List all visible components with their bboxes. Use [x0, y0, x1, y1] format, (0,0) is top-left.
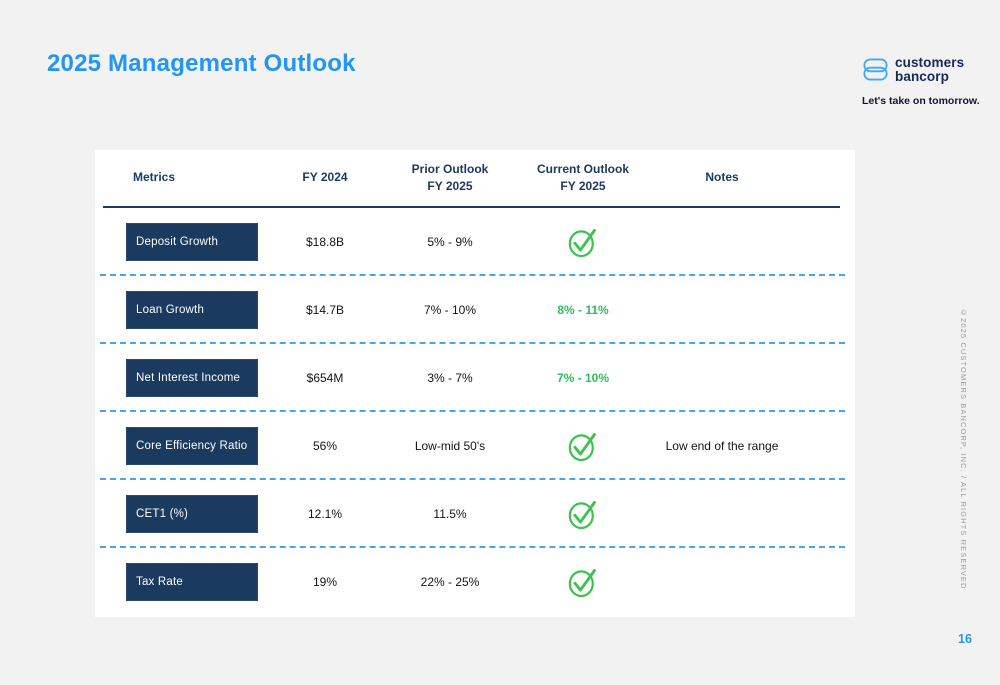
column-header-prior-line1: Prior Outlook	[411, 161, 489, 176]
metric-label-box: Net Interest Income	[126, 359, 258, 397]
fy2024-value: $14.7B	[305, 303, 345, 317]
fy2024-value: $18.8B	[305, 235, 345, 249]
header-divider	[103, 206, 840, 208]
outlook-table-card: Metrics FY 2024 Prior Outlook FY 2025 Cu…	[95, 150, 855, 617]
company-logo: customers bancorp Let's take on tomorrow…	[862, 56, 982, 107]
metric-label-box: Tax Rate	[126, 563, 258, 601]
column-header-prior-outlook: Prior Outlook FY 2025	[385, 161, 515, 196]
table-row-tax-rate: Tax Rate 19% 22% - 25%	[95, 548, 855, 616]
check-icon	[568, 229, 596, 258]
current-outlook-cell	[515, 496, 651, 532]
metric-label: Tax Rate	[136, 576, 183, 588]
company-name: customers bancorp	[895, 56, 964, 83]
table-row-core-efficiency-ratio: Core Efficiency Ratio 56% Low-mid 50's L…	[95, 412, 855, 480]
company-name-line2: bancorp	[895, 68, 949, 84]
table-body: Deposit Growth $18.8B 5% - 9% Loan Growt…	[95, 208, 855, 617]
prior-outlook-value: Low-mid 50's	[414, 439, 486, 453]
current-outlook-cell	[515, 564, 651, 600]
metric-label: Deposit Growth	[136, 236, 219, 248]
table-row-cet1: CET1 (%) 12.1% 11.5%	[95, 480, 855, 548]
column-header-current-line1: Current Outlook	[537, 161, 629, 176]
fy2024-value: 12.1%	[307, 507, 343, 521]
metric-label: Net Interest Income	[136, 372, 241, 384]
prior-outlook-value: 11.5%	[433, 507, 467, 521]
page-number: 16	[958, 632, 972, 646]
metric-label-box: CET1 (%)	[126, 495, 258, 533]
fy2024-value: $654M	[306, 371, 344, 385]
prior-outlook-value: 5% - 9%	[427, 235, 473, 249]
column-header-notes: Notes	[705, 170, 739, 185]
table-row-loan-growth: Loan Growth $14.7B 7% - 10% 8% - 11%	[95, 276, 855, 344]
metric-label: Loan Growth	[136, 304, 205, 316]
check-icon	[568, 433, 596, 462]
check-icon	[568, 569, 596, 598]
fy2024-value: 56%	[312, 439, 338, 453]
metric-label-box: Deposit Growth	[126, 223, 258, 261]
check-icon	[568, 501, 596, 530]
column-header-fy2024: FY 2024	[302, 170, 348, 185]
prior-outlook-value: 22% - 25%	[420, 575, 480, 589]
current-outlook-cell	[515, 428, 651, 464]
fy2024-value: 19%	[312, 575, 338, 589]
column-header-metrics: Metrics	[133, 170, 176, 185]
metric-label: Core Efficiency Ratio	[136, 440, 248, 452]
column-header-prior-line2: FY 2025	[427, 179, 473, 193]
copyright-text: ©2025 CUSTOMERS BANCORP, INC. / ALL RIGH…	[959, 308, 968, 590]
prior-outlook-value: 7% - 10%	[423, 303, 477, 317]
company-name-line1: customers	[895, 55, 965, 70]
customers-bancorp-logo-icon	[863, 58, 888, 81]
column-header-current-line2: FY 2025	[560, 179, 606, 193]
column-header-current-outlook: Current Outlook FY 2025	[515, 161, 651, 196]
metric-label-box: Loan Growth	[126, 291, 258, 329]
company-tagline: Let's take on tomorrow.	[862, 95, 980, 107]
table-row-net-interest-income: Net Interest Income $654M 3% - 7% 7% - 1…	[95, 344, 855, 412]
page-title: 2025 Management Outlook	[47, 50, 356, 77]
table-header-row: Metrics FY 2024 Prior Outlook FY 2025 Cu…	[95, 150, 855, 206]
table-row-deposit-growth: Deposit Growth $18.8B 5% - 9%	[95, 208, 855, 276]
current-outlook-value: 7% - 10%	[556, 371, 610, 385]
notes-value: Low end of the range	[665, 439, 779, 453]
metric-label-box: Core Efficiency Ratio	[126, 427, 258, 465]
current-outlook-value: 8% - 11%	[557, 303, 609, 317]
current-outlook-cell	[515, 224, 651, 260]
metric-label: CET1 (%)	[136, 508, 189, 520]
prior-outlook-value: 3% - 7%	[427, 371, 473, 385]
